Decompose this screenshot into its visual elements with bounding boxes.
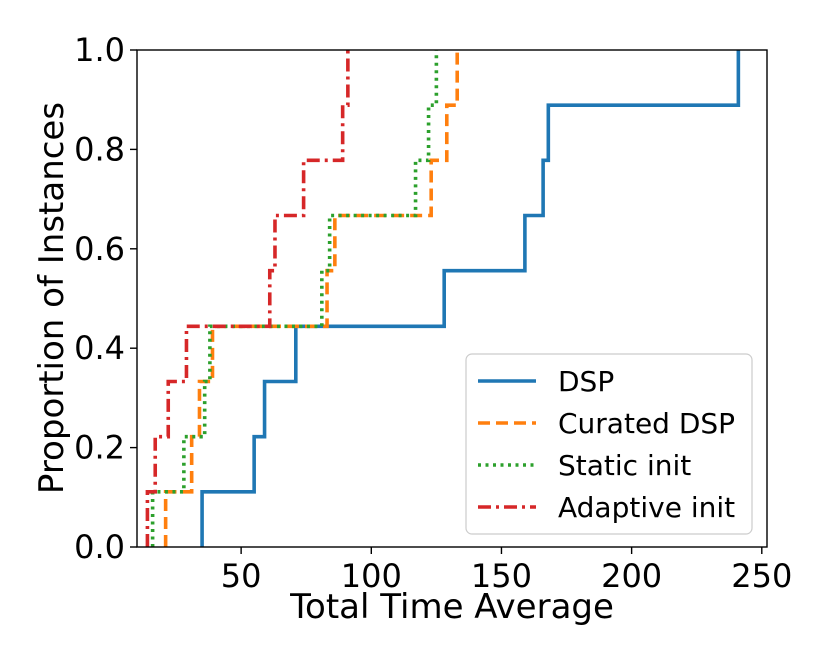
legend-box: [465, 353, 753, 535]
series-line-dsp: [200, 50, 741, 547]
x-tick-label: 100: [341, 557, 402, 595]
ticks-layer: 50 100 150 200 250 0.0 0.2 0.4 0.6 0.8 1.0: [74, 31, 792, 595]
y-axis-title: Proportion of Instances: [32, 102, 72, 494]
x-tick-label: 50: [221, 557, 262, 595]
x-axis-title: Total Time Average: [289, 587, 614, 627]
legend: DSP Curated DSP Static init Adaptive init: [465, 353, 753, 535]
y-tick-label: 0.6: [74, 230, 125, 268]
y-tick-label: 0.2: [74, 429, 125, 467]
legend-label: Adaptive init: [558, 491, 735, 524]
x-tick-label: 250: [731, 557, 792, 595]
series-line-curated-dsp: [163, 50, 460, 547]
legend-entries: DSP Curated DSP Static init Adaptive init: [478, 365, 735, 524]
y-tick-label: 1.0: [74, 31, 125, 69]
y-tick-label: 0.4: [74, 329, 125, 367]
series-line-adaptive-init: [145, 50, 350, 547]
legend-label: DSP: [558, 365, 614, 398]
x-tick-label: 200: [601, 557, 662, 595]
series-layer: [145, 50, 741, 547]
plot-frame: [136, 49, 768, 548]
legend-label: Static init: [558, 449, 691, 482]
y-tick-label: 0.0: [74, 528, 125, 566]
y-tick-label: 0.8: [74, 130, 125, 168]
legend-label: Curated DSP: [558, 407, 735, 440]
x-tick-label: 150: [471, 557, 532, 595]
